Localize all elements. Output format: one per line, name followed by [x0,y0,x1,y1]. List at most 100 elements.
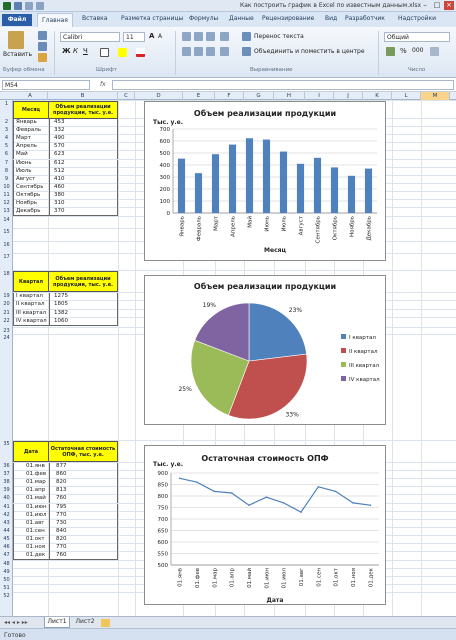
table-row[interactable]: Ноябрь 310 [13,200,118,209]
row-header[interactable]: 39 [3,487,10,494]
font-color-icon[interactable] [136,48,145,57]
row-header[interactable]: 17 [3,254,10,260]
shrink-font-icon[interactable]: A [158,33,163,40]
align-middle-icon[interactable] [194,32,203,41]
row-header[interactable]: 15 [3,229,10,235]
cut-icon[interactable] [38,31,47,40]
pie-chart[interactable]: Объем реализации продукции 23% 33% 25% 19% I… [144,275,386,425]
row-header[interactable]: 13 [3,208,10,215]
row-header[interactable]: 1 [4,101,9,107]
column-header-h[interactable]: H [274,92,305,100]
row-header[interactable]: 49 [3,569,10,575]
merge-icon[interactable] [242,47,251,56]
table-row[interactable]: Июнь 612 [13,159,118,168]
row-header[interactable]: 24 [3,335,10,341]
table-row[interactable]: 01.сен 840 [13,527,118,536]
align-center-icon[interactable] [194,47,203,56]
table-row[interactable]: Июль 512 [13,167,118,176]
row-header[interactable]: 50 [3,577,10,583]
row-header[interactable]: 46 [3,544,10,550]
align-bottom-icon[interactable] [206,32,215,41]
name-box[interactable]: M54 [2,80,90,90]
row-header[interactable]: 11 [3,191,10,198]
column-header-d[interactable]: D [135,92,183,100]
row-header[interactable]: 47 [3,552,10,559]
fill-color-icon[interactable] [118,48,127,57]
table-row[interactable]: Август 410 [13,175,118,184]
table-row[interactable]: Февраль 332 [13,127,118,136]
row-header[interactable]: 9 [4,175,9,182]
tab-view[interactable]: Вид [325,15,338,22]
table-row[interactable]: 01.апр 813 [13,487,118,496]
tab-file[interactable]: Файл [2,14,32,26]
row-header[interactable]: 6 [4,151,9,158]
table-row[interactable]: IV квартал 1060 [13,317,118,327]
column-header-f[interactable]: F [215,92,244,100]
row-header[interactable]: 21 [3,309,10,316]
sheet-nav-icon[interactable]: ◂◂ ◂ ▸ ▸▸ [4,619,28,626]
sheet-tab-1[interactable]: Лист1 [44,617,70,628]
grow-font-icon[interactable]: A [149,32,155,40]
row-header[interactable]: 36 [3,463,10,469]
table-row[interactable]: 01.июн 795 [13,503,118,512]
table-row[interactable]: III квартал 1382 [13,309,118,318]
save-icon[interactable] [14,2,22,10]
table-row[interactable]: 01.мар 820 [13,479,118,488]
decimal-icon[interactable] [430,47,439,56]
row-header[interactable]: 37 [3,471,10,478]
row-header[interactable]: 41 [3,503,10,510]
table-row[interactable]: Декабрь 370 [13,208,118,217]
row-header[interactable]: 38 [3,479,10,486]
copy-icon[interactable] [38,42,47,51]
merge-center-button[interactable]: Объединить и поместить в центре [254,48,365,55]
tab-review[interactable]: Рецензирование [262,15,315,22]
font-size-select[interactable]: 11 [123,32,145,42]
row-header[interactable]: 4 [4,135,9,142]
row-header[interactable]: 51 [3,585,10,591]
column-header-l[interactable]: L [392,92,421,100]
font-name-select[interactable]: Calibri [60,32,120,42]
undo-icon[interactable] [25,2,33,10]
underline-icon[interactable]: Ч [83,47,88,55]
table-row[interactable]: Январь 453 [13,119,118,128]
paste-button[interactable]: Вставить [3,51,33,58]
row-header[interactable]: 19 [3,293,10,299]
align-left-icon[interactable] [182,47,191,56]
table-row[interactable]: 01.май 760 [13,495,118,504]
row-header[interactable]: 23 [3,328,10,334]
row-header[interactable]: 45 [3,535,10,542]
column-header-a[interactable]: A [13,92,48,100]
column-header-e[interactable]: E [183,92,215,100]
formula-input[interactable] [112,80,454,90]
thousands-icon[interactable]: 000 [412,47,424,54]
indent-icon[interactable] [220,47,229,56]
table-row[interactable]: 01.фев 860 [13,471,118,480]
orientation-icon[interactable] [220,32,229,41]
row-header[interactable]: 40 [3,495,10,502]
align-right-icon[interactable] [206,47,215,56]
tab-home[interactable]: Главная [37,13,73,27]
row-header[interactable]: 48 [3,561,10,567]
row-header[interactable]: 3 [4,127,9,134]
new-sheet-icon[interactable] [101,619,110,627]
table-row[interactable]: II квартал 1805 [13,301,118,310]
column-header-m[interactable]: M [421,92,450,100]
table-row[interactable]: Март 490 [13,135,118,144]
row-header[interactable]: 35 [3,441,10,447]
table-row[interactable]: Май 623 [13,151,118,160]
row-header[interactable]: 20 [3,301,10,308]
italic-icon[interactable]: К [73,47,78,55]
table-row[interactable]: 01.июл 770 [13,511,118,520]
table-row[interactable]: 01.дек 760 [13,552,118,561]
column-header-i[interactable]: I [305,92,334,100]
row-header[interactable]: 14 [3,216,10,223]
column-header-c[interactable]: C [118,92,135,100]
row-header[interactable]: 7 [4,159,9,166]
redo-icon[interactable] [36,2,44,10]
fx-icon[interactable]: fx [100,81,106,88]
column-header-g[interactable]: G [244,92,274,100]
column-header-b[interactable]: B [48,92,118,100]
table-row[interactable]: 01.ноя 770 [13,544,118,553]
row-header[interactable]: 10 [3,183,10,190]
table-row[interactable]: 01.авг 730 [13,519,118,528]
